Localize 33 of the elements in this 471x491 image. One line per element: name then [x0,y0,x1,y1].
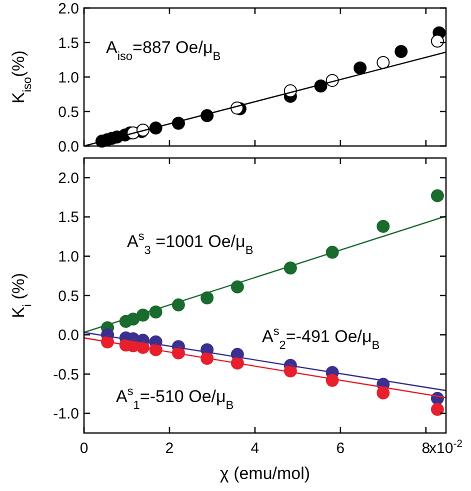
point [376,386,390,400]
x-tick-label: 4 [250,440,260,457]
y-tick-label: 1.5 [58,209,79,226]
annotation: A$^{s}$$_{1}$=-510 Oe/μ$_{B}$ [116,384,234,412]
y-tick-label: 1.0 [58,69,79,86]
point [172,298,185,312]
y-tick-label: 2.0 [58,170,79,187]
y-tick-label: -0.5 [53,366,79,384]
y-tick-label: 0.5 [58,288,79,305]
x-tick-label: 0 [80,440,88,457]
point [200,291,214,304]
point [430,402,444,416]
point [376,220,390,233]
text: x10$^{-2}$ [429,438,463,457]
x-tick-label: 8 [422,440,430,457]
y-tick-label: -1.0 [53,406,79,423]
y-tick-label: 1.0 [58,248,79,266]
x-tick-label: 6 [336,440,345,457]
x-tick-label: 2 [165,440,174,457]
x-axis-title: χ (emu/mol) [220,464,310,483]
point [354,62,367,75]
annotation: A$^{s}$$_{2}$=-491 Oe/μ$_{B}$ [262,324,380,352]
y-tick-label: 0.0 [58,327,79,344]
point [394,44,408,58]
y-tick-label: 0.0 [58,138,79,156]
y-tick-label: 0.5 [58,104,79,121]
annotation: A$_{iso}$=887 Oe/μ$_{B}$ [106,38,221,63]
point [430,189,444,202]
y-tick-label: 1.5 [58,34,79,52]
point [430,34,444,48]
annotation: A$^{s}$$_{3}$ =1001 Oe/μ$_{B}$ [127,229,254,257]
y-tick-label: 2.0 [58,0,79,18]
point [230,280,244,294]
